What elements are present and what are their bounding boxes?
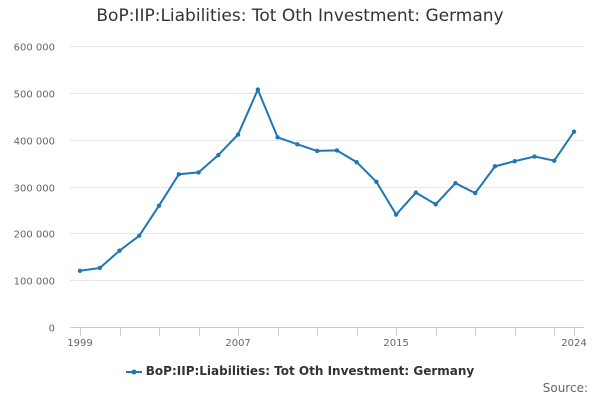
data-point [413, 190, 419, 195]
data-point [512, 159, 517, 164]
data-point [532, 154, 537, 159]
data-point [295, 142, 300, 147]
y-tick-label: 200 000 [14, 230, 55, 241]
data-point [275, 135, 280, 140]
legend-line-marker-icon [125, 369, 142, 374]
data-point [255, 87, 261, 92]
data-point [552, 158, 557, 163]
data-point [473, 190, 478, 196]
legend[interactable]: BoP:IIP:Liabilities: Tot Oth Investment:… [0, 364, 600, 378]
chart-title: BoP:IIP:Liabilities: Tot Oth Investment:… [96, 6, 504, 26]
data-point [176, 172, 181, 177]
data-point [433, 202, 438, 207]
data-point [393, 212, 399, 217]
source-label: Source: [542, 381, 588, 395]
y-tick-label: 100 000 [14, 277, 55, 288]
series-line [79, 88, 575, 272]
y-tick-label: 300 000 [14, 184, 55, 195]
x-tick-label: 2024 [561, 338, 586, 349]
y-tick-label: 500 000 [14, 90, 55, 101]
data-point [156, 203, 162, 208]
data-point [97, 265, 102, 271]
x-tick-label: 2015 [383, 338, 408, 349]
legend-label: BoP:IIP:Liabilities: Tot Oth Investment:… [145, 364, 475, 378]
data-point [453, 181, 458, 186]
data-point [117, 248, 122, 253]
data-point [137, 233, 142, 238]
data-point [196, 170, 201, 175]
data-point [334, 148, 340, 153]
x-tick-label: 1999 [67, 338, 92, 349]
data-point [314, 148, 320, 154]
data-point [216, 152, 221, 158]
y-tick-label: 0 [49, 324, 55, 335]
data-point [235, 132, 241, 137]
data-point [374, 179, 379, 185]
data-point [571, 129, 577, 134]
y-tick-label: 600 000 [14, 43, 55, 54]
data-point [354, 159, 359, 165]
data-point [492, 164, 498, 169]
data-point [77, 268, 83, 273]
x-tick-label: 2007 [225, 338, 250, 349]
y-tick-label: 400 000 [14, 137, 55, 148]
